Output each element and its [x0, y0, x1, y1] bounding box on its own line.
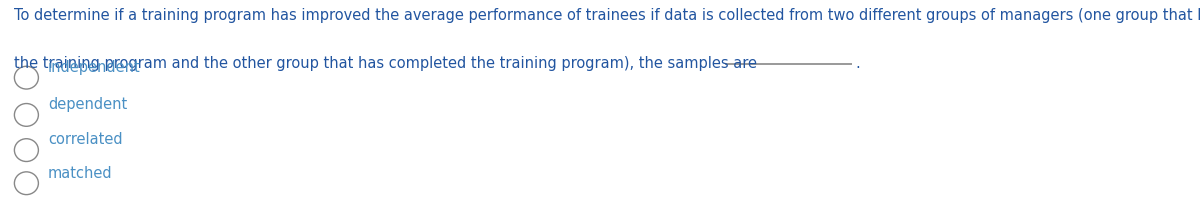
Text: correlated: correlated — [48, 132, 122, 147]
Text: .: . — [856, 56, 860, 70]
Text: the training program and the other group that has completed the training program: the training program and the other group… — [14, 56, 757, 70]
Text: matched: matched — [48, 165, 113, 180]
Text: To determine if a training program has improved the average performance of train: To determine if a training program has i… — [14, 8, 1200, 23]
Text: independent: independent — [48, 60, 140, 75]
Text: dependent: dependent — [48, 97, 127, 112]
